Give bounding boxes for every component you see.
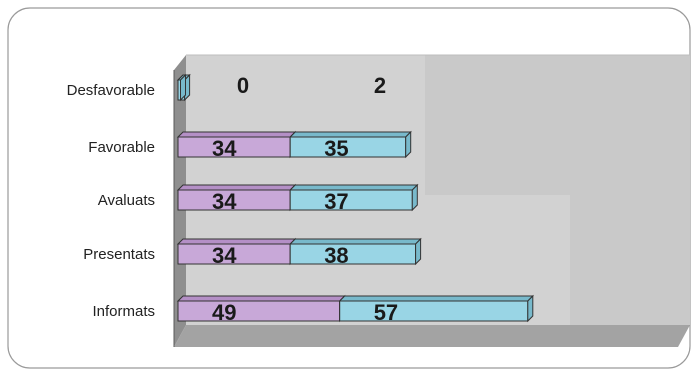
bar-segment [289,243,417,265]
bar-top-face [338,295,535,302]
bar-side-face [415,237,422,266]
plot-back-wall-light-lower-panel [425,195,570,325]
category-label: Presentats [83,246,155,263]
bar-top-face [176,184,297,191]
category-label: Avaluats [98,192,155,209]
data-label: 34 [212,189,237,214]
category-label: Favorable [88,139,155,156]
category-label: Desfavorable [67,82,155,99]
bar-side-face [180,73,186,102]
bar-top-face [176,131,297,138]
data-label: 37 [324,189,348,214]
data-label: 34 [212,136,237,161]
data-label: 0 [237,73,249,98]
bars-layer [176,73,535,323]
bar-segment [339,300,529,322]
bar-side-face [411,183,418,212]
bar-segment [289,189,413,211]
bar-top-face [288,238,422,245]
data-label: 49 [212,300,236,325]
data-label: 34 [212,243,237,268]
category-label: Informats [92,303,155,320]
data-label: 57 [374,300,398,325]
bar-side-face [405,130,412,159]
bar-top-face [176,238,297,245]
bar-top-face [288,184,419,191]
plot-floor [174,325,690,347]
bar-side-face [527,294,534,323]
bar-segment [177,300,341,322]
bar-top-face [176,295,346,302]
data-label: 35 [324,136,348,161]
bar-top-face [288,131,412,138]
data-label: 2 [374,73,386,98]
category-labels: Desfavorable Favorable Avaluats Presentats I… [67,82,155,320]
data-labels: 0 2 34 35 34 37 34 38 49 57 [212,73,398,325]
data-label: 38 [324,243,348,268]
